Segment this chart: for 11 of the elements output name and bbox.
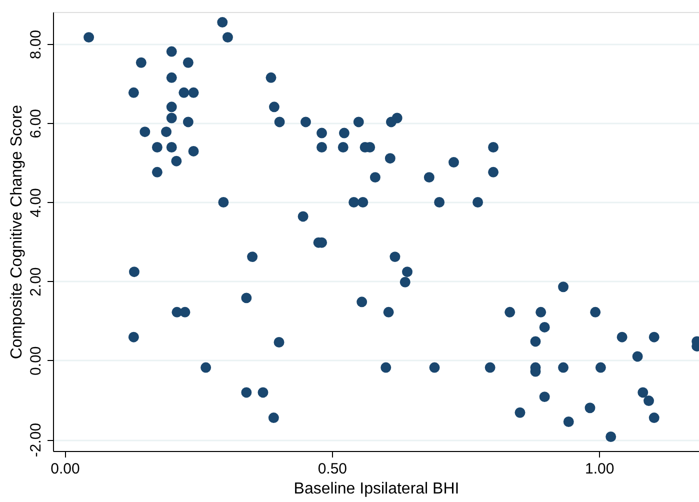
y-tick-label: 6.00 — [28, 109, 44, 138]
y-tick-label: 8.00 — [28, 30, 44, 60]
x-tick-label: 1.00 — [584, 460, 614, 478]
y-tick-label: 2.00 — [28, 267, 44, 296]
y-tick-label: 0.00 — [28, 346, 44, 376]
x-tick-label: 0.50 — [318, 460, 348, 478]
x-axis-title: Baseline Ipsilateral BHI — [294, 480, 460, 498]
y-tick-label: 4.00 — [28, 188, 44, 218]
y-tick-label: -2.00 — [28, 422, 44, 458]
y-axis-title: Composite Cognitive Change Score — [8, 104, 26, 360]
x-tick-label: 0.00 — [50, 460, 80, 478]
